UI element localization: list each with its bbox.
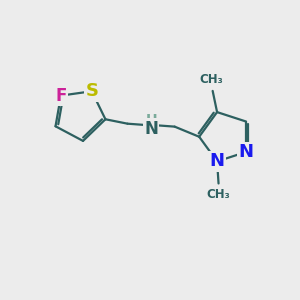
Text: CH₃: CH₃ <box>199 74 223 86</box>
Text: CH₃: CH₃ <box>207 188 230 201</box>
Text: N: N <box>144 120 158 138</box>
Text: F: F <box>55 87 67 105</box>
Text: S: S <box>85 82 98 100</box>
Text: H: H <box>145 113 157 127</box>
Text: N: N <box>210 152 225 170</box>
Text: N: N <box>238 143 253 161</box>
